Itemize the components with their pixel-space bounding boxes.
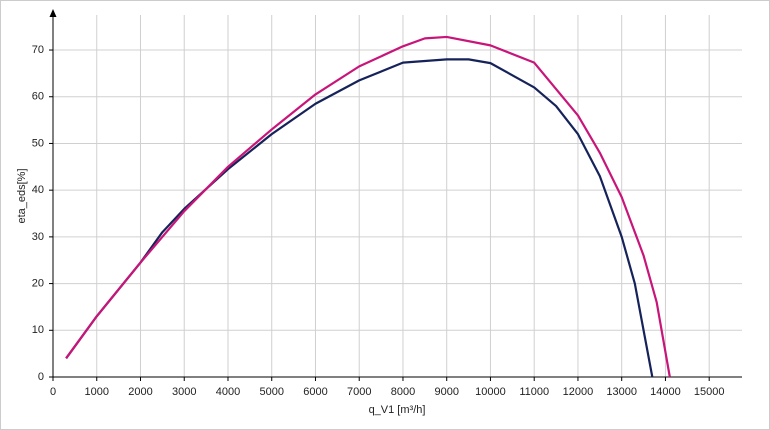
x-tick-label: 4000: [216, 386, 240, 398]
x-tick-label: 14000: [650, 386, 681, 398]
x-tick-label: 6000: [303, 386, 327, 398]
y-axis-arrow: [49, 9, 57, 17]
y-tick-label: 40: [32, 184, 44, 196]
x-tick-label: 11000: [519, 386, 549, 398]
y-tick-label: 60: [32, 91, 44, 103]
y-tick-label: 10: [32, 324, 44, 336]
y-tick-label: 50: [32, 137, 44, 149]
x-tick-label: 0: [50, 386, 56, 398]
x-tick-label: 5000: [259, 386, 283, 398]
x-tick-label: 2000: [128, 386, 152, 398]
x-axis-label: q_V1 [m³/h]: [369, 404, 426, 416]
x-tick-label: 10000: [475, 386, 506, 398]
x-tick-label: 3000: [172, 386, 196, 398]
x-tick-label: 8000: [391, 386, 415, 398]
x-tick-label: 7000: [347, 386, 371, 398]
y-tick-label: 0: [38, 371, 44, 383]
x-tick-label: 12000: [563, 386, 594, 398]
y-tick-label: 30: [32, 231, 44, 243]
data-line: [65, 58, 654, 378]
y-axis-label: eta_eds[%]: [16, 168, 28, 223]
data-line: [65, 35, 671, 378]
y-tick-label: 20: [32, 277, 44, 289]
y-tick-label: 70: [32, 44, 44, 56]
x-tick-label: 15000: [694, 386, 725, 398]
x-tick-label: 13000: [606, 386, 637, 398]
x-tick-label: 9000: [434, 386, 458, 398]
x-tick-label: 1000: [85, 386, 109, 398]
